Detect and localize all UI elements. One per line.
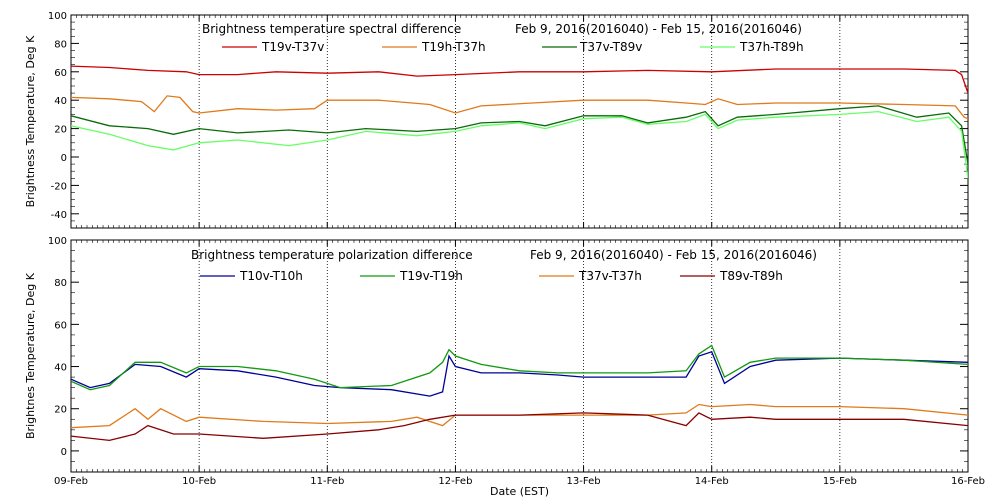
legend-label-t37v-t37h: T37v-T37h (578, 269, 642, 283)
x-tick-label: 11-Feb (310, 476, 344, 487)
y-axis-label: Brightnes Temperature, Deg K (24, 272, 37, 439)
y-tick-label: 100 (48, 11, 67, 22)
series-line-t89v-t89h (71, 412, 968, 442)
x-tick-label: 10-Feb (182, 476, 216, 487)
y-tick-label: 40 (54, 96, 67, 107)
y-tick-label: -40 (51, 210, 67, 221)
y-tick-label: 60 (54, 68, 67, 79)
y-tick-label: -20 (51, 181, 67, 192)
y-tick-label: 60 (54, 320, 67, 331)
legend-label-t37h-t89h: T37h-T89h (739, 40, 804, 54)
chart-date-range: Feb 9, 2016(2016040) - Feb 15, 2016(2016… (530, 248, 817, 262)
y-tick-label: 20 (54, 125, 67, 136)
y-tick-label: 40 (54, 363, 67, 374)
series-line-t19v-t19h (71, 344, 968, 391)
spectral-difference-panel: -40 -20 0 20 40 60 80 100 Brightness Temperature… (24, 11, 969, 229)
series-line-t37v-t37h (71, 403, 968, 429)
chart-title: Brightness temperature polarization diff… (191, 248, 473, 262)
series-line-t19v-t37v (71, 65, 968, 94)
y-axis-label: Brightness Temperature, Deg K (24, 35, 37, 207)
chart-date-range: Feb 9, 2016(2016040) - Feb 15, 2016(2016… (515, 22, 802, 36)
x-tick-label: 16-Feb (951, 476, 985, 487)
x-tick-label: 09-Feb (54, 476, 88, 487)
y-tick-label: 0 (61, 447, 67, 458)
legend-label-t89v-t89h: T89v-T89h (719, 269, 783, 283)
chart-title: Brightness temperature spectral differen… (202, 22, 461, 36)
series-line-t19h-t37h (71, 95, 968, 120)
legend-label-t10v-t10h: T10v-T10h (239, 269, 303, 283)
legend-label-t19v-t19h: T19v-T19h (399, 269, 463, 283)
y-tick-label: 80 (54, 39, 67, 50)
plot-frame (70, 239, 969, 473)
series-line-t10v-t10h (71, 350, 968, 397)
series-line-t37v-t89v (71, 105, 968, 165)
x-axis-label: Date (EST) (490, 485, 549, 498)
series-line-t37h-t89h (71, 110, 968, 179)
x-tick-label: 13-Feb (567, 476, 601, 487)
y-tick-label: 0 (61, 153, 67, 164)
legend-label-t19v-t37v: T19v-T37v (261, 40, 324, 54)
x-tick-label: 12-Feb (438, 476, 472, 487)
polarization-difference-panel: 09-Feb 10-Feb 11-Feb 12-Feb 13-Feb 14-Feb 15-F… (24, 236, 985, 498)
legend-label-t37v-t89v: T37v-T89v (579, 40, 642, 54)
y-tick-label: 20 (54, 405, 67, 416)
x-tick-label: 15-Feb (823, 476, 857, 487)
x-tick-label: 14-Feb (695, 476, 729, 487)
y-tick-label: 80 (54, 278, 67, 289)
y-tick-label: 100 (48, 236, 67, 247)
legend-label-t19h-t37h: T19h-T37h (421, 40, 486, 54)
